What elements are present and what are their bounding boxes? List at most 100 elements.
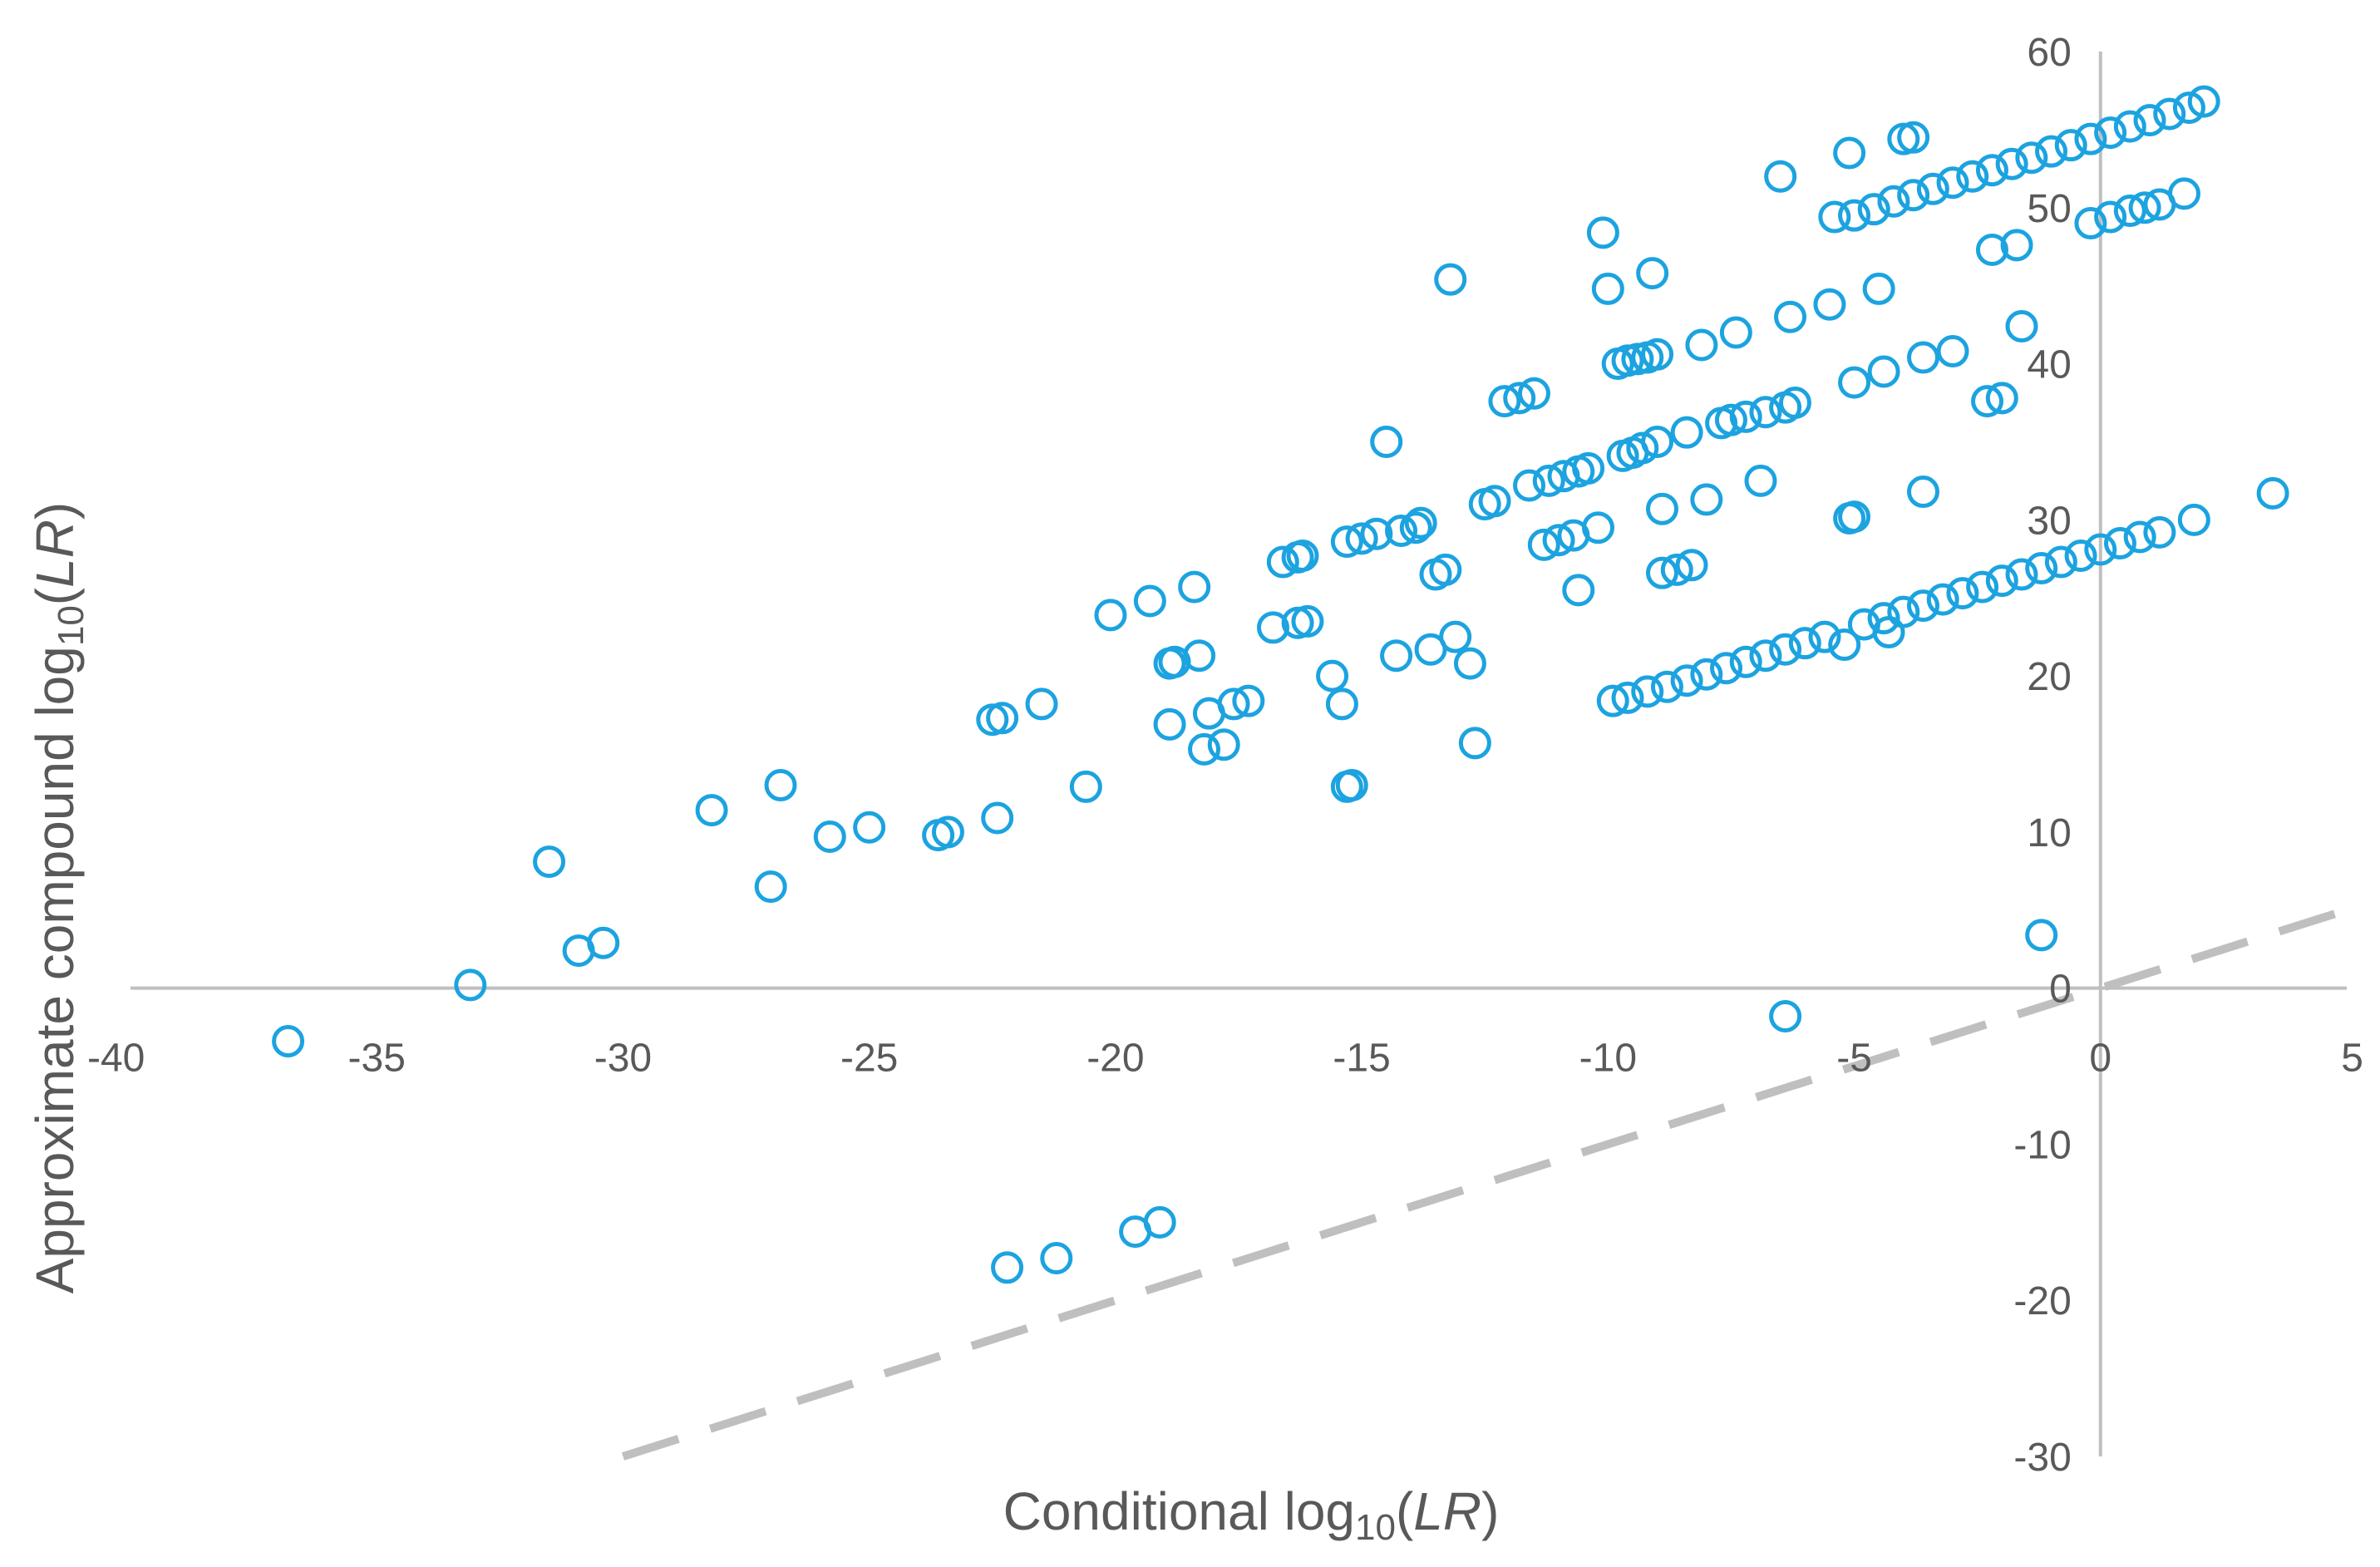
data-point (1207, 728, 1240, 761)
data-point (2054, 129, 2087, 162)
data-point (1916, 172, 1949, 205)
data-point (1897, 121, 1930, 154)
data-point (1641, 338, 1674, 371)
data-point (1729, 645, 1762, 678)
data-point (2172, 91, 2205, 125)
data-point (853, 811, 886, 844)
data-point (2128, 191, 2161, 224)
y-tick-label: 30 (2027, 499, 2071, 543)
data-point (1527, 528, 1560, 561)
data-point (1581, 511, 1614, 545)
data-point (1517, 377, 1550, 410)
data-point (1488, 385, 1521, 418)
y-tick-label: 10 (2027, 811, 2071, 855)
y-axis-title: Approximate compound log10(LR) (25, 502, 91, 1294)
x-tick-label: -30 (594, 1037, 652, 1081)
data-point (1690, 658, 1723, 691)
data-point (1429, 553, 1462, 586)
data-point (1611, 681, 1644, 714)
data-point (1153, 707, 1186, 741)
data-point (2044, 545, 2077, 579)
x-title-close: ) (1481, 1481, 1499, 1541)
data-point (1399, 511, 1432, 545)
data-point (1749, 396, 1782, 429)
data-point (1596, 684, 1629, 717)
data-point (1385, 514, 1418, 547)
data-point (1453, 647, 1486, 680)
data-point (1966, 570, 1999, 604)
data-point (1838, 199, 1871, 232)
data-point (1414, 633, 1447, 666)
data-point (1778, 387, 1811, 419)
data-point (1995, 147, 2028, 180)
data-point (813, 820, 846, 854)
data-point (1646, 492, 1679, 525)
x-tick-label: 0 (2089, 1037, 2111, 1081)
data-point (1685, 328, 1718, 362)
data-point (2035, 135, 2068, 168)
data-point (1562, 574, 1595, 607)
data-point (1025, 687, 1058, 721)
x-tick-label: -5 (1836, 1037, 1872, 1081)
data-point (2084, 533, 2117, 566)
data-point (2153, 97, 2186, 131)
data-point (1626, 431, 1659, 465)
y-title-open: ( (25, 588, 85, 605)
data-point (1975, 154, 2008, 187)
data-point (2167, 177, 2200, 210)
data-point (1719, 316, 1752, 349)
data-point (1828, 628, 1861, 662)
data-point (1985, 382, 2018, 415)
data-point (1975, 233, 2008, 266)
data-point (2025, 919, 2058, 952)
y-tick-labels: -30 -20 -10 0 10 20 30 40 50 60 (2013, 31, 2071, 1480)
data-point (1838, 500, 1871, 534)
data-point (1936, 335, 1969, 368)
data-point (1646, 556, 1679, 589)
data-point (1532, 464, 1565, 497)
x-tick-label: -35 (348, 1037, 406, 1081)
y-tick-label: 20 (2027, 655, 2071, 699)
data-point (2103, 527, 2136, 559)
x-tick-label: -15 (1333, 1037, 1390, 1081)
data-point (1714, 403, 1747, 436)
data-point (454, 968, 487, 1002)
data-point (1513, 469, 1546, 502)
data-point (764, 769, 797, 802)
data-point (2133, 104, 2166, 137)
data-point (1542, 524, 1575, 557)
data-point (1641, 425, 1674, 458)
data-point (1936, 166, 1969, 200)
data-point (1670, 664, 1703, 697)
data-point (1838, 366, 1871, 399)
data-point (2143, 515, 2176, 549)
data-point (272, 1025, 305, 1058)
y-title-italic: LR (25, 520, 85, 588)
data-point (1188, 732, 1221, 766)
x-title-open: ( (1396, 1481, 1413, 1541)
data-point (1906, 589, 1939, 623)
x-tick-label: -40 (87, 1037, 145, 1081)
y-title-subscript: 10 (51, 605, 91, 646)
data-point (754, 870, 787, 904)
data-point (931, 816, 964, 849)
data-point (1360, 517, 1393, 550)
data-point (1133, 584, 1166, 618)
data-point (1729, 400, 1762, 433)
data-point (1439, 620, 1472, 653)
data-point (2187, 85, 2220, 118)
x-title-italic: LR (1413, 1481, 1481, 1541)
data-point (1769, 633, 1802, 666)
x-axis-title: Conditional log10(LR) (1003, 1481, 1500, 1548)
data-point (1897, 179, 1930, 212)
data-point (1266, 545, 1299, 579)
y-tick-label: 50 (2027, 187, 2071, 231)
data-point (1813, 288, 1846, 321)
data-point (2123, 520, 2156, 554)
data-point (1217, 687, 1250, 721)
data-point (2000, 229, 2033, 262)
data-point (981, 801, 1014, 835)
data-point (1335, 769, 1368, 802)
data-point (1503, 382, 1536, 415)
